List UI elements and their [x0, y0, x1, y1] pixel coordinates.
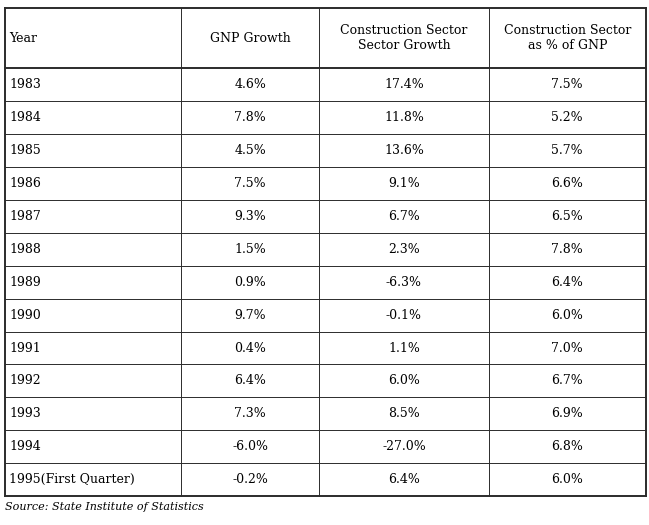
Text: 8.5%: 8.5%	[388, 407, 420, 421]
Text: Construction Sector
as % of GNP: Construction Sector as % of GNP	[504, 24, 631, 52]
Text: 7.8%: 7.8%	[234, 111, 266, 124]
Text: 13.6%: 13.6%	[384, 144, 424, 157]
Text: 1984: 1984	[9, 111, 41, 124]
Text: 1990: 1990	[9, 309, 41, 322]
Text: -0.1%: -0.1%	[386, 309, 422, 322]
Text: 6.5%: 6.5%	[552, 210, 583, 223]
Text: 1994: 1994	[9, 440, 41, 453]
Text: Source: State Institute of Statistics: Source: State Institute of Statistics	[5, 502, 204, 512]
Text: 1989: 1989	[9, 276, 41, 289]
Text: -0.2%: -0.2%	[232, 473, 268, 486]
Text: 6.4%: 6.4%	[234, 374, 266, 387]
Text: -27.0%: -27.0%	[382, 440, 426, 453]
Text: 1.5%: 1.5%	[234, 243, 266, 256]
Text: 1.1%: 1.1%	[388, 342, 420, 354]
Text: 17.4%: 17.4%	[384, 78, 424, 91]
Text: Construction Sector
Sector Growth: Construction Sector Sector Growth	[340, 24, 468, 52]
Text: 6.4%: 6.4%	[552, 276, 583, 289]
Text: 6.0%: 6.0%	[552, 309, 583, 322]
Text: 6.7%: 6.7%	[552, 374, 583, 387]
Text: 1991: 1991	[9, 342, 41, 354]
Text: 7.0%: 7.0%	[552, 342, 583, 354]
Text: 6.8%: 6.8%	[552, 440, 583, 453]
Text: GNP Growth: GNP Growth	[210, 32, 291, 45]
Text: 1987: 1987	[9, 210, 41, 223]
Text: Year: Year	[9, 32, 37, 45]
Text: 2.3%: 2.3%	[388, 243, 420, 256]
Text: 6.6%: 6.6%	[552, 177, 583, 190]
Text: 4.5%: 4.5%	[234, 144, 266, 157]
Text: 1988: 1988	[9, 243, 41, 256]
Text: 1986: 1986	[9, 177, 41, 190]
Text: 5.7%: 5.7%	[552, 144, 583, 157]
Text: 7.5%: 7.5%	[552, 78, 583, 91]
Text: 6.0%: 6.0%	[552, 473, 583, 486]
Text: 7.8%: 7.8%	[552, 243, 583, 256]
Text: 9.3%: 9.3%	[234, 210, 266, 223]
Text: 11.8%: 11.8%	[384, 111, 424, 124]
Text: 9.1%: 9.1%	[388, 177, 420, 190]
Text: 7.3%: 7.3%	[234, 407, 266, 421]
Text: 6.4%: 6.4%	[388, 473, 420, 486]
Text: 5.2%: 5.2%	[552, 111, 583, 124]
Text: 6.0%: 6.0%	[388, 374, 420, 387]
Text: 0.9%: 0.9%	[234, 276, 266, 289]
Text: 1992: 1992	[9, 374, 41, 387]
Text: -6.3%: -6.3%	[386, 276, 422, 289]
Text: 6.7%: 6.7%	[388, 210, 420, 223]
Text: 7.5%: 7.5%	[234, 177, 266, 190]
Text: 6.9%: 6.9%	[552, 407, 583, 421]
Text: -6.0%: -6.0%	[232, 440, 268, 453]
Text: 9.7%: 9.7%	[234, 309, 266, 322]
Text: 1985: 1985	[9, 144, 41, 157]
Text: 1993: 1993	[9, 407, 41, 421]
Text: 1995(First Quarter): 1995(First Quarter)	[9, 473, 135, 486]
Text: 1983: 1983	[9, 78, 41, 91]
Text: 0.4%: 0.4%	[234, 342, 266, 354]
Text: 4.6%: 4.6%	[234, 78, 266, 91]
